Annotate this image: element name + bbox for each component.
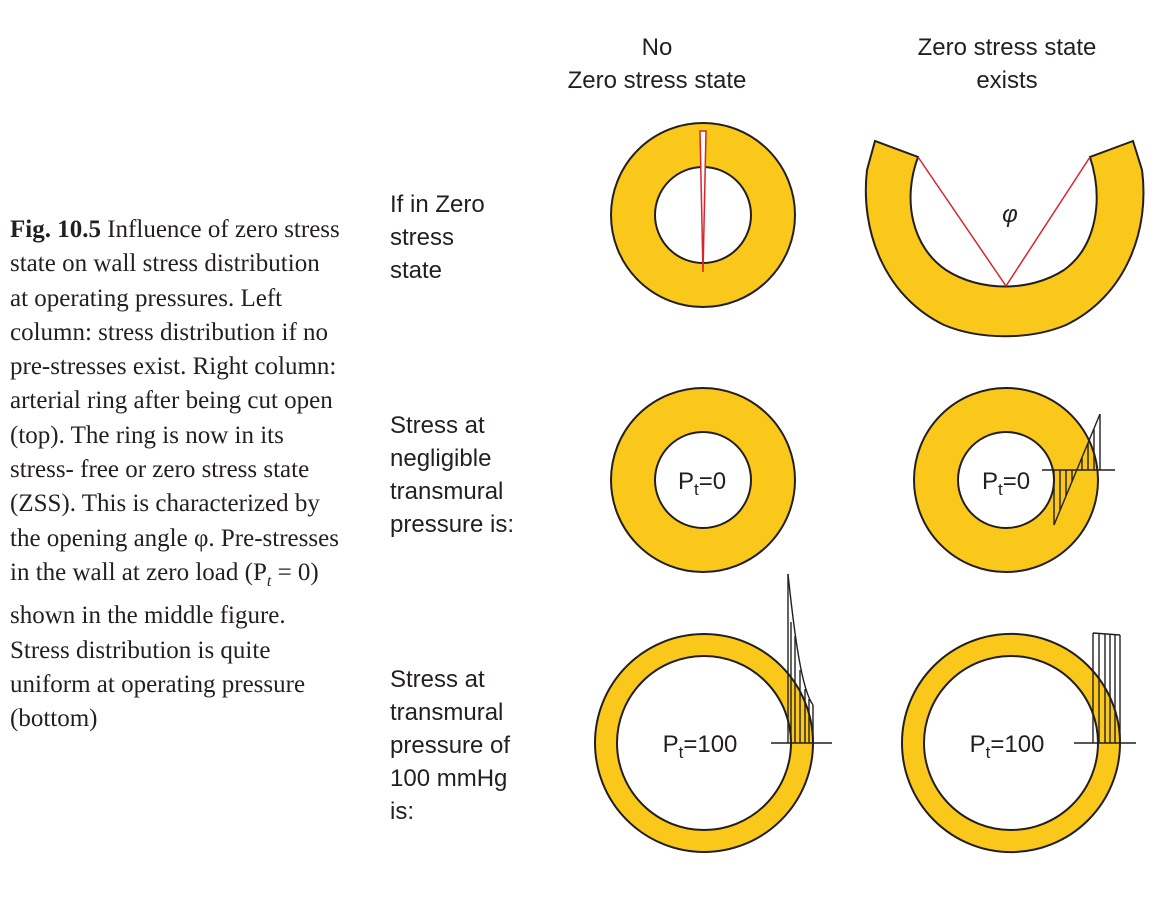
pressure-label-pt100: Pt=100 <box>970 731 1045 762</box>
pressure-label-p: P <box>678 468 694 495</box>
pressure-label-subscript: t <box>694 480 699 499</box>
row-label-line: Stress at <box>390 412 485 439</box>
column-header-line: exists <box>976 67 1038 94</box>
radial-slit <box>699 130 707 273</box>
caption-subscript: t <box>266 572 272 590</box>
column-header-zss-exists: Zero stress state exists <box>895 31 1119 97</box>
row-label-zero-stress: If in Zero stress state <box>390 188 485 287</box>
row-label-line: transmural <box>390 478 504 505</box>
row-label-line: 100 mmHg <box>390 765 508 792</box>
row-label-line: pressure of <box>390 732 511 759</box>
row-label-100mmhg: Stress at transmural pressure of 100 mmH… <box>390 663 510 828</box>
residual-stress-profile <box>1042 413 1115 526</box>
pressure-label-subscript: t <box>998 480 1003 499</box>
opened-ring-zero-stress-state: φ <box>864 139 1145 338</box>
stress-profile-steep <box>771 573 832 744</box>
pressure-label-p: P <box>970 731 986 758</box>
row-label-line: state <box>390 257 443 284</box>
row-label-line: Stress at <box>390 666 485 693</box>
pressure-label-pt100: Pt=100 <box>663 731 738 762</box>
row-label-line: transmural <box>390 699 504 726</box>
pressure-label-p: P <box>663 731 679 758</box>
opening-angle-line <box>917 156 1007 287</box>
opening-angle-line <box>1005 156 1091 287</box>
pressure-label-value: =100 <box>990 731 1044 758</box>
ring-prestress-pt0: Pt=0 <box>912 387 1115 573</box>
pressure-label-value: =0 <box>699 468 726 495</box>
row-label-line: pressure is: <box>390 511 515 538</box>
pressure-label-p: P <box>982 468 998 495</box>
figure-caption: Fig. 10.5 Influence of zero stress state… <box>10 213 340 736</box>
pressure-label-subscript: t <box>679 743 684 762</box>
column-header-no-zss: No Zero stress state <box>550 31 764 97</box>
ring-prestress-pt100: Pt=100 <box>900 632 1136 853</box>
row-label-line: If in Zero <box>390 191 485 218</box>
row-label-line: is: <box>390 798 414 825</box>
caption-text: Influence of zero stress state on wall s… <box>10 216 340 586</box>
column-header-line: Zero stress state <box>917 34 1097 61</box>
pressure-label-pt0: Pt=0 <box>678 468 726 499</box>
pressure-label-value: =0 <box>1003 468 1030 495</box>
column-header-line: No <box>641 34 673 61</box>
pressure-label-subscript: t <box>986 743 991 762</box>
stress-profile-uniform <box>1074 632 1136 744</box>
ring-no-prestress-pt100: Pt=100 <box>593 573 832 853</box>
caption-text-tail: = 0) shown in the middle figure. Stress … <box>10 558 319 733</box>
intact-ring-zero-stress <box>609 122 797 308</box>
ring-no-prestress-pt0: Pt=0 <box>609 387 797 573</box>
row-label-line: negligible <box>390 445 492 472</box>
figure-label: Fig. 10.5 <box>10 216 101 243</box>
row-label-line: stress <box>390 224 455 251</box>
pressure-label-pt0: Pt=0 <box>982 468 1030 499</box>
row-label-negligible-pressure: Stress at negligible transmural pressure… <box>390 409 514 541</box>
pressure-label-value: =100 <box>683 731 737 758</box>
column-header-line: Zero stress state <box>567 67 747 94</box>
opening-angle-symbol: φ <box>1002 201 1018 228</box>
